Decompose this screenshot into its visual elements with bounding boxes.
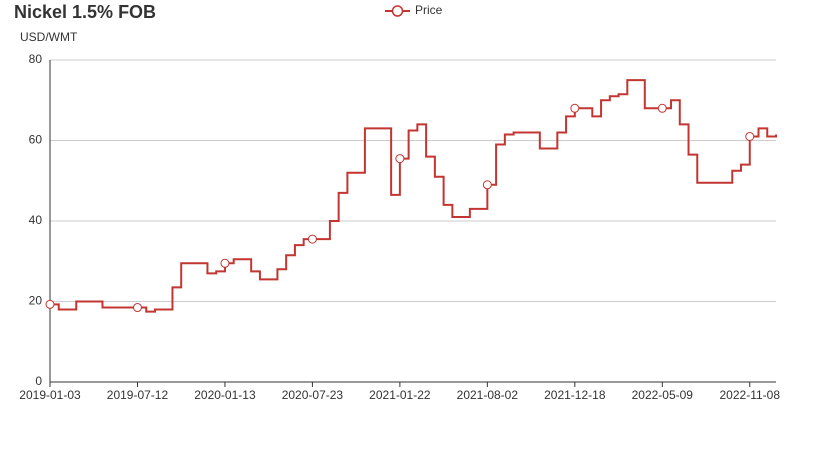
x-tick-label: 2022-05-09 bbox=[632, 388, 694, 402]
point bbox=[45, 299, 55, 309]
price-line bbox=[50, 79, 777, 313]
point bbox=[482, 180, 492, 190]
x-tick-label: 2020-01-13 bbox=[194, 388, 256, 402]
x-tick-label: 2019-07-12 bbox=[107, 388, 169, 402]
point bbox=[220, 258, 230, 268]
point bbox=[132, 303, 142, 313]
legend-label: Price bbox=[415, 3, 443, 17]
x-tick-label: 2021-01-22 bbox=[369, 388, 431, 402]
y-tick-label: 80 bbox=[29, 52, 43, 66]
y-tick-label: 0 bbox=[35, 374, 42, 388]
chart-title: Nickel 1.5% FOB bbox=[14, 2, 156, 22]
y-tick-label: 60 bbox=[29, 133, 43, 147]
x-tick-label: 2021-12-18 bbox=[544, 388, 606, 402]
point bbox=[307, 234, 317, 244]
y-tick-label: 20 bbox=[29, 294, 43, 308]
x-tick-label: 2020-07-23 bbox=[282, 388, 344, 402]
point bbox=[395, 154, 405, 164]
y-axis-label: USD/WMT bbox=[20, 30, 78, 44]
point bbox=[657, 103, 667, 113]
point bbox=[570, 103, 580, 113]
legend-marker bbox=[391, 5, 404, 17]
x-tick-label: 2019-01-03 bbox=[19, 388, 81, 402]
x-tick-label: 2021-08-02 bbox=[457, 388, 519, 402]
point bbox=[745, 131, 755, 141]
x-tick-label: 2022-11-08 bbox=[720, 388, 781, 402]
y-tick-label: 40 bbox=[29, 213, 43, 227]
